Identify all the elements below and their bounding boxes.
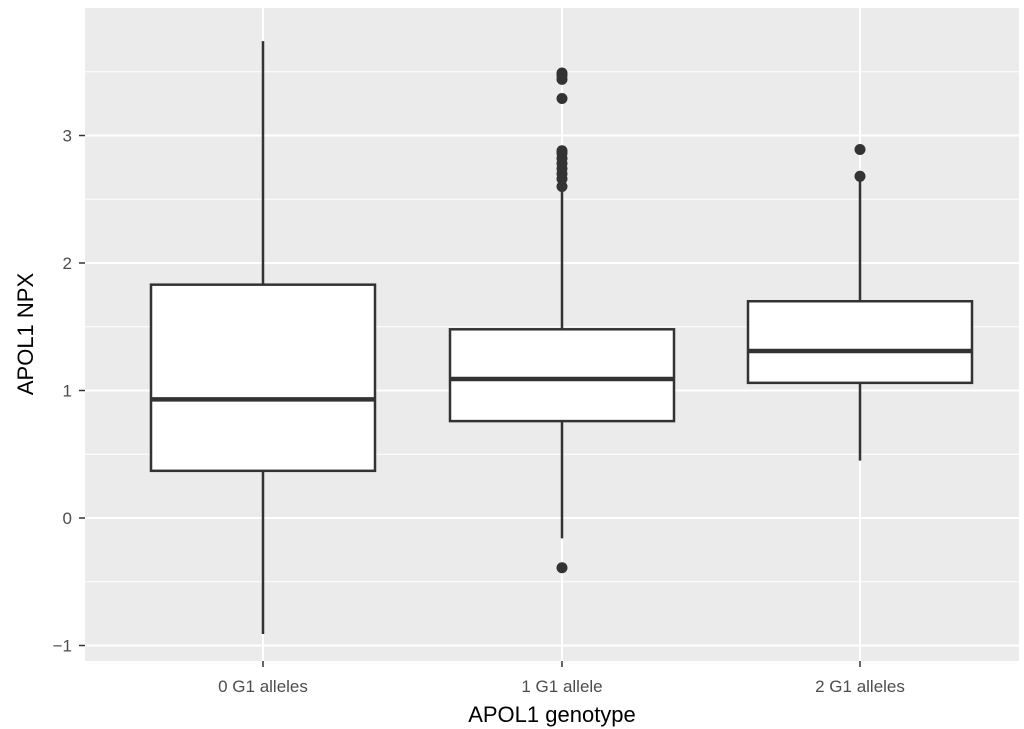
y-axis: −1 0 1 2 3 [53, 127, 85, 656]
x-tick-label: 0 G1 alleles [218, 677, 308, 696]
box-group [149, 41, 377, 635]
outlier-point [556, 562, 568, 574]
outlier-point [854, 170, 866, 182]
outlier-point [556, 181, 568, 192]
x-tick-label: 1 G1 allele [521, 677, 602, 696]
outlier-point [556, 93, 568, 105]
iqr-box [448, 328, 676, 423]
outlier-point [556, 145, 568, 157]
x-axis-title: APOL1 genotype [468, 702, 636, 727]
y-tick-label: 3 [63, 127, 72, 146]
x-axis: 0 G1 alleles 1 G1 allele 2 G1 alleles [218, 661, 905, 696]
y-tick-label: 1 [63, 382, 72, 401]
y-tick-label: 0 [63, 509, 72, 528]
y-tick-label: −1 [53, 637, 72, 656]
y-axis-title: APOL1 NPX [13, 273, 38, 396]
box-group [746, 144, 974, 461]
box-group [448, 67, 676, 574]
iqr-box [746, 300, 974, 385]
box-series [149, 41, 974, 635]
outlier-point [556, 67, 568, 79]
y-tick-label: 2 [63, 254, 72, 273]
iqr-box [149, 283, 377, 473]
x-tick-label: 2 G1 alleles [815, 677, 905, 696]
outlier-point [854, 144, 866, 156]
